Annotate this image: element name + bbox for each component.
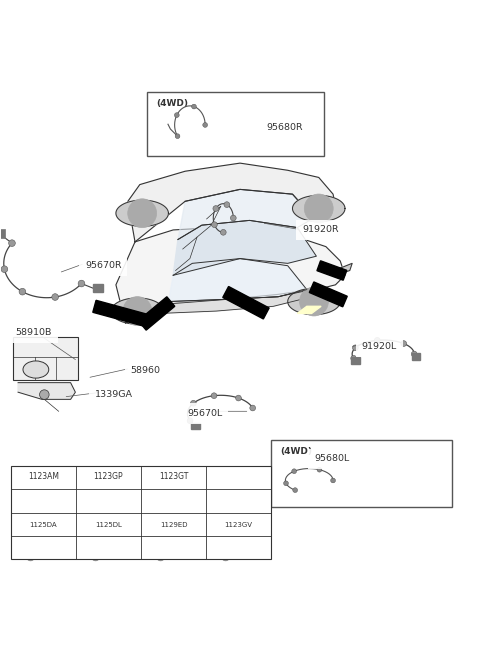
Polygon shape [138,297,175,330]
Ellipse shape [23,361,49,378]
Circle shape [213,205,219,211]
Polygon shape [178,189,314,240]
Circle shape [300,287,328,316]
Circle shape [156,506,165,514]
Text: 95670R: 95670R [85,261,121,270]
Bar [412,353,420,360]
Circle shape [221,552,230,561]
Circle shape [187,418,193,424]
Text: 58910B: 58910B [16,328,52,337]
Polygon shape [128,163,336,242]
Polygon shape [93,300,149,327]
Circle shape [174,112,179,118]
Circle shape [19,288,26,295]
Circle shape [292,469,297,474]
Text: 91920R: 91920R [302,225,339,234]
Text: 95680L: 95680L [314,454,349,463]
Text: 1129ED: 1129ED [160,523,187,528]
Text: (4WD): (4WD) [281,447,312,456]
Text: 1123GV: 1123GV [225,523,252,528]
Circle shape [52,294,59,300]
Circle shape [352,345,358,351]
Circle shape [1,266,8,273]
Circle shape [374,337,380,343]
Polygon shape [116,227,345,323]
Bar [351,357,360,364]
Circle shape [91,552,100,561]
Polygon shape [168,258,307,302]
Text: 1123AM: 1123AM [28,472,59,481]
Bar [94,284,103,292]
Circle shape [211,393,217,399]
Circle shape [39,390,49,399]
Text: 58960: 58960 [130,366,160,375]
Circle shape [26,506,35,514]
Circle shape [230,215,236,221]
Bar [13,337,78,380]
Polygon shape [336,264,352,275]
Circle shape [123,297,152,326]
Bar [147,92,324,156]
Text: (4WD): (4WD) [156,99,189,108]
Circle shape [128,199,156,227]
Text: 1125DL: 1125DL [95,523,122,528]
Circle shape [191,401,196,406]
Polygon shape [130,316,159,320]
Text: 95670L: 95670L [188,409,223,418]
Polygon shape [223,286,269,319]
Polygon shape [309,282,347,307]
Circle shape [304,194,333,223]
Polygon shape [317,261,347,280]
Polygon shape [173,220,316,275]
Circle shape [411,351,417,357]
Text: 1339GA: 1339GA [95,390,132,399]
Circle shape [156,552,165,561]
Bar [271,440,452,506]
Circle shape [317,467,322,472]
Circle shape [331,478,336,483]
Circle shape [9,240,15,247]
Circle shape [203,123,207,127]
Polygon shape [297,306,321,313]
Circle shape [236,395,241,401]
Circle shape [78,280,85,287]
Bar [0,229,5,238]
Circle shape [284,481,288,486]
Circle shape [293,488,298,492]
Circle shape [401,340,407,346]
Polygon shape [125,287,326,323]
Circle shape [250,405,255,411]
Text: 95680R: 95680R [266,123,303,132]
Polygon shape [116,200,168,226]
Bar [11,466,271,559]
Text: 91920L: 91920L [362,342,397,351]
Circle shape [224,202,230,207]
Text: 1123GT: 1123GT [159,472,188,481]
Polygon shape [111,298,164,324]
Circle shape [220,229,226,235]
Circle shape [351,355,357,361]
Circle shape [175,134,180,138]
Circle shape [192,104,196,109]
Circle shape [26,552,35,561]
Text: 1123GP: 1123GP [94,472,123,481]
Circle shape [91,506,100,514]
Circle shape [212,222,217,227]
Polygon shape [292,195,345,222]
Polygon shape [18,382,75,399]
Polygon shape [288,288,340,315]
Bar [192,422,200,429]
Text: 1125DA: 1125DA [30,523,57,528]
